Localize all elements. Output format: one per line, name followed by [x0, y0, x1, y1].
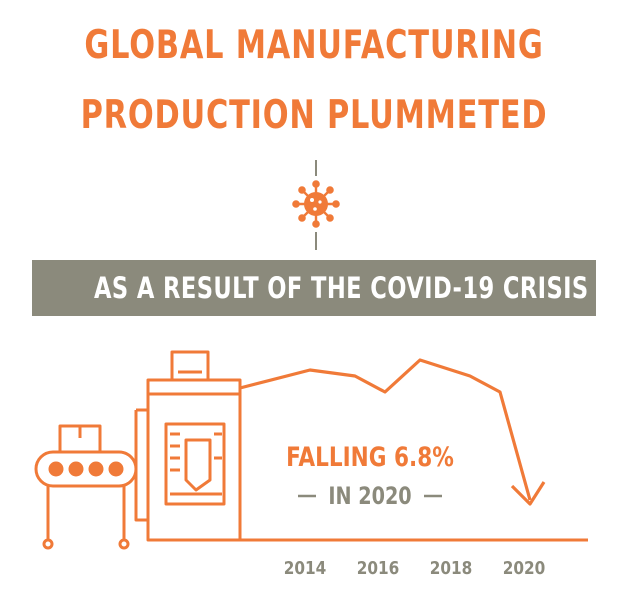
- production-chart: 2014 2016 2018 2020: [34, 350, 588, 579]
- x-tick-label: 2014: [284, 557, 327, 579]
- factory-conveyor-icon: [34, 350, 242, 550]
- subtitle: AS A RESULT OF THE COVID-19 CRISIS: [94, 271, 589, 305]
- trend-arrowhead: [510, 481, 546, 506]
- title-line-2: PRODUCTION PLUMMETED: [80, 93, 548, 138]
- title-line-1: GLOBAL MANUFACTURING: [84, 23, 544, 68]
- trend-line: [239, 358, 532, 501]
- annotation-line-2: IN 2020: [328, 482, 412, 510]
- subtitle-banner: AS A RESULT OF THE COVID-19 CRISIS: [32, 260, 596, 316]
- x-tick-label: 2016: [357, 557, 400, 579]
- annotation-line-1: FALLING 6.8%: [286, 442, 454, 473]
- virus-icon: [292, 160, 340, 250]
- x-tick-label: 2018: [430, 557, 473, 579]
- x-tick-label: 2020: [503, 557, 546, 579]
